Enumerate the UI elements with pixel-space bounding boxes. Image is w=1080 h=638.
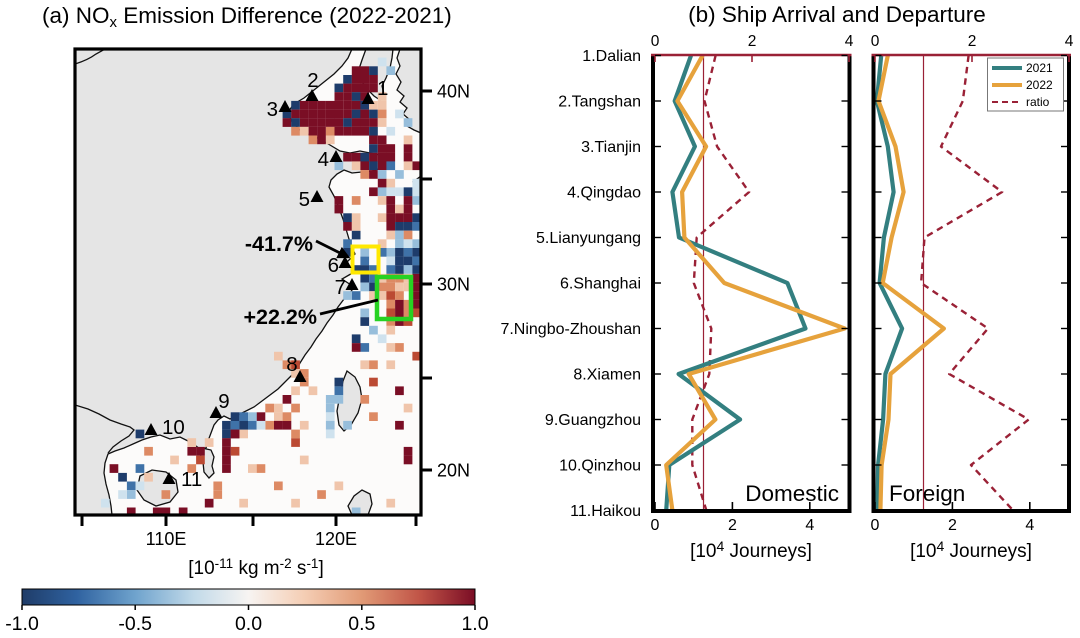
- svg-text:2.Tangshan: 2.Tangshan: [558, 94, 641, 111]
- svg-text:4: 4: [805, 517, 814, 534]
- svg-text:Foreign: Foreign: [889, 481, 965, 506]
- svg-text:[104 Journeys]: [104 Journeys]: [910, 538, 1032, 562]
- svg-text:4: 4: [1025, 517, 1034, 534]
- svg-text:30N: 30N: [437, 275, 470, 295]
- svg-text:1: 1: [377, 77, 388, 100]
- svg-text:7: 7: [335, 276, 346, 299]
- svg-text:2: 2: [948, 517, 957, 534]
- svg-text:ratio: ratio: [1026, 95, 1050, 109]
- svg-text:6: 6: [328, 254, 339, 277]
- svg-text:11.Haikou: 11.Haikou: [570, 503, 641, 520]
- svg-text:3: 3: [267, 98, 278, 121]
- svg-text:2: 2: [307, 69, 318, 92]
- svg-text:4: 4: [845, 33, 854, 50]
- svg-text:4: 4: [318, 148, 329, 171]
- svg-text:2022: 2022: [1026, 78, 1053, 92]
- svg-text:3.Tianjin: 3.Tianjin: [581, 139, 641, 156]
- svg-text:1.Dalian: 1.Dalian: [582, 48, 641, 65]
- svg-text:8: 8: [286, 353, 297, 376]
- svg-text:4: 4: [1065, 33, 1074, 50]
- svg-text:-1.0: -1.0: [5, 613, 39, 635]
- svg-text:Domestic: Domestic: [745, 481, 839, 506]
- svg-text:20N: 20N: [437, 461, 470, 481]
- svg-text:10.Qinzhou: 10.Qinzhou: [559, 458, 641, 475]
- svg-text:4.Qingdao: 4.Qingdao: [567, 185, 641, 202]
- svg-text:8.Xiamen: 8.Xiamen: [573, 367, 641, 384]
- svg-text:120E: 120E: [315, 529, 357, 549]
- svg-text:-41.7%: -41.7%: [245, 232, 313, 256]
- svg-text:2: 2: [728, 517, 737, 534]
- svg-text:2: 2: [748, 33, 757, 50]
- svg-text:110E: 110E: [146, 529, 187, 549]
- svg-text:6.Shanghai: 6.Shanghai: [560, 276, 641, 293]
- svg-text:(a) NOx Emission Difference (2: (a) NOx Emission Difference (2022-2021): [42, 3, 452, 31]
- svg-text:40N: 40N: [437, 82, 470, 102]
- svg-text:-0.5: -0.5: [118, 613, 152, 635]
- svg-text:2: 2: [968, 33, 977, 50]
- svg-text:2021: 2021: [1026, 61, 1053, 75]
- svg-text:9.Guangzhou: 9.Guangzhou: [545, 412, 641, 429]
- svg-text:1.0: 1.0: [461, 613, 488, 635]
- svg-text:0: 0: [651, 33, 660, 50]
- svg-text:0: 0: [871, 517, 880, 534]
- svg-text:0: 0: [651, 517, 660, 534]
- svg-text:0.5: 0.5: [348, 613, 375, 635]
- svg-text:[10-11 kg m-2 s-1]: [10-11 kg m-2 s-1]: [188, 556, 323, 579]
- svg-text:9: 9: [218, 390, 229, 413]
- svg-text:7.Ningbo-Zhoushan: 7.Ningbo-Zhoushan: [500, 321, 641, 338]
- svg-text:[104 Journeys]: [104 Journeys]: [690, 538, 812, 562]
- svg-text:(b) Ship Arrival and Departure: (b) Ship Arrival and Departure: [688, 2, 986, 27]
- svg-text:+22.2%: +22.2%: [243, 305, 317, 329]
- svg-text:5.Lianyungang: 5.Lianyungang: [536, 230, 641, 247]
- svg-text:0: 0: [871, 33, 880, 50]
- svg-text:11: 11: [181, 468, 202, 491]
- svg-text:0.0: 0.0: [235, 613, 262, 635]
- svg-text:5: 5: [299, 188, 310, 211]
- svg-text:10: 10: [162, 416, 185, 439]
